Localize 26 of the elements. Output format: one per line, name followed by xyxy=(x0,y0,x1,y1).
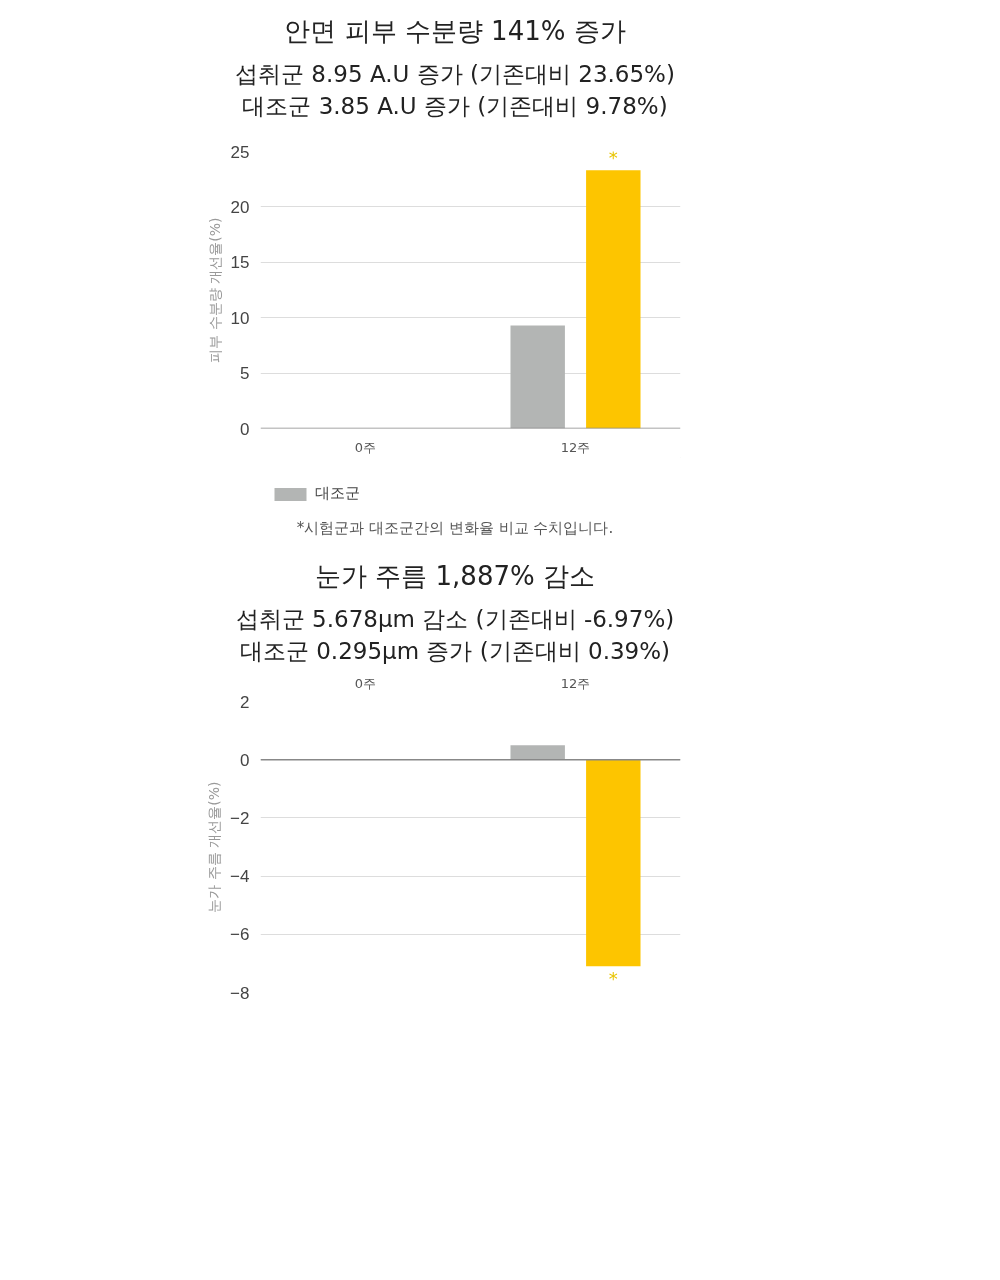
chart-title: 안면 피부 수분량 141% 증가 xyxy=(283,15,627,48)
annotation: * xyxy=(608,147,618,169)
x-tick-label: 12주 xyxy=(560,439,591,455)
annotation: * xyxy=(608,968,618,990)
chart-subtitle: 섭취군 5.678μm 감소 (기존대비 -6.97%) 대조군 0.295μm 증가 (기존대비 0.39%) xyxy=(234,604,676,666)
x-tick-label: 0주 xyxy=(354,675,377,691)
y-tick-label: −8 xyxy=(230,983,250,1003)
y-axis-title: 눈가 주름 개선율(%) xyxy=(206,781,223,913)
x-tick-label: 12주 xyxy=(560,675,591,691)
y-tick-label: 20 xyxy=(230,198,250,218)
y-tick-label: 0 xyxy=(240,750,250,770)
y-tick-label: 10 xyxy=(230,308,250,328)
y-tick-label: −6 xyxy=(230,925,250,944)
y-tick-label: 15 xyxy=(230,253,250,273)
y-tick-label: −4 xyxy=(230,866,250,886)
chart-subtitle: 섭취군 8.95 A.U 증가 (기존대비 23.65%) 대조군 3.85 A.U 증가 (기존대비 9.78%) xyxy=(234,60,676,122)
x-tick-label: 0주 xyxy=(354,439,377,455)
y-tick-label: 5 xyxy=(240,364,250,384)
y-tick-label: −2 xyxy=(230,808,250,828)
y-tick-label: 2 xyxy=(240,692,250,712)
legend-label: 대조군 xyxy=(315,484,360,504)
y-tick-label: 0 xyxy=(240,419,250,439)
y-axis-title: 피부 수분량 개선율(%) xyxy=(206,217,223,363)
text: *시험군과 대조군간의 변화율 비교 수치입니다. xyxy=(295,518,615,540)
y-tick-label: 25 xyxy=(230,142,250,162)
chart-title: 눈가 주름 1,887% 감소 xyxy=(314,559,596,593)
